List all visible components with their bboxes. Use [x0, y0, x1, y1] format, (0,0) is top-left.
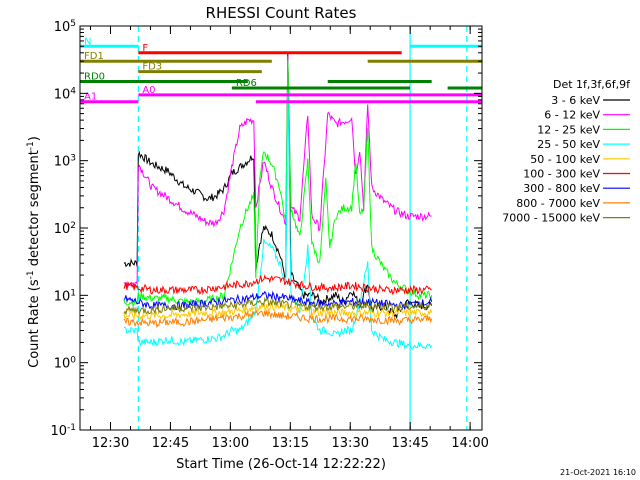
x-axis-label: Start Time (26-Oct-14 12:22:22) — [176, 457, 386, 472]
y-tick-label: 10-1 — [50, 423, 76, 439]
series-line-7 — [123, 309, 433, 329]
legend-label: 6 - 12 keV — [544, 109, 600, 122]
series-layer — [123, 52, 433, 350]
flag-label-a1: A1 — [84, 92, 97, 103]
series-line-5 — [123, 274, 432, 296]
flag-bars: N F FD1 FD3 RD0 RD6 A0 A1 — [80, 36, 482, 104]
series-line-0 — [123, 52, 433, 320]
x-tick-label: 12:30 — [92, 436, 129, 451]
legend-label: 100 - 300 keV — [523, 168, 600, 181]
series-line-8 — [123, 296, 433, 316]
flag-label-n: N — [84, 36, 91, 47]
x-tick-label: 14:00 — [451, 436, 488, 451]
y-tick-label: 101 — [54, 288, 76, 304]
y-tick-label: 105 — [54, 19, 76, 35]
legend-label: 3 - 6 keV — [551, 94, 600, 107]
y-tick-label: 100 — [54, 356, 77, 372]
flag-label-fd1: FD1 — [84, 51, 104, 62]
y-tick-label: 103 — [54, 154, 76, 170]
flag-label-f: F — [142, 43, 148, 54]
flag-label-rd6: RD6 — [236, 78, 257, 89]
flag-label-a0: A0 — [142, 85, 155, 96]
axes: 12:30 12:45 13:00 13:15 13:30 13:45 14:00 10-1 1… — [50, 19, 488, 451]
legend-label: 7000 - 15000 keV — [502, 212, 600, 225]
legend-label: 50 - 100 keV — [530, 153, 600, 166]
x-tick-label: 13:30 — [332, 436, 369, 451]
x-tick-label: 13:15 — [272, 436, 309, 451]
x-tick-label: 12:45 — [152, 436, 189, 451]
flag-label-rd0: RD0 — [84, 71, 105, 82]
legend-title: Det 1f,3f,6f,9f — [553, 78, 631, 91]
y-tick-label: 102 — [54, 221, 76, 237]
legend-label: 800 - 7000 keV — [516, 197, 600, 210]
series-line-3 — [123, 91, 433, 350]
footer-date: 21-Oct-2021 16:10 — [560, 468, 636, 477]
x-tick-label: 13:45 — [391, 436, 428, 451]
legend-label: 12 - 25 keV — [537, 123, 600, 136]
legend-label: 300 - 800 keV — [523, 182, 600, 195]
legend-label: 25 - 50 keV — [537, 138, 600, 151]
series-line-1 — [123, 56, 432, 289]
y-axis-label: Count Rate (s-1 detector segment-1) — [26, 136, 42, 368]
y-tick-label: 104 — [54, 86, 77, 102]
series-line-4 — [123, 301, 433, 321]
flag-label-fd3: FD3 — [142, 62, 162, 73]
x-tick-label: 13:00 — [212, 436, 249, 451]
chart-title: RHESSI Count Rates — [206, 4, 357, 22]
series-line-2 — [123, 60, 433, 308]
